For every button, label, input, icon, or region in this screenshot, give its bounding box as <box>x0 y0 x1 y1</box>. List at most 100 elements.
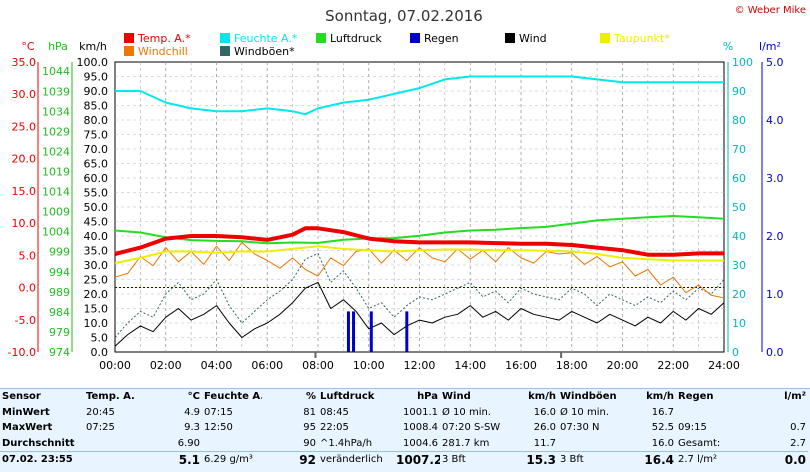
legend-swatch <box>316 33 326 43</box>
stats-cell: 07:25 <box>86 422 115 434</box>
stats-row: Durchschnitt 6.90 90 ^1.4hPa/h 1004.6 281.7 k… <box>0 436 808 452</box>
legend-swatch <box>124 33 134 43</box>
pressure_hpa-tick: 999 <box>49 246 70 259</box>
stats-cell: Regen <box>678 391 714 403</box>
stats-cell: Ø 10 min. <box>442 406 491 418</box>
rain-unit: l/m² <box>759 40 781 53</box>
stats-row: MinWert 20:45 4.9 07:15 81 08:45 1001.1 Ø 10 mi… <box>0 405 808 421</box>
x-tick: 04:00 <box>201 359 233 371</box>
stats-cell: 07:20 S-SW <box>442 422 501 434</box>
pressure_hpa-tick: 1009 <box>42 206 70 219</box>
stats-cell: MaxWert <box>2 422 53 434</box>
rain-bar <box>369 311 373 352</box>
temp_c-tick: 20.0 <box>12 153 37 166</box>
axis-units: °C hPa km/h % l/m² <box>21 40 781 53</box>
stats-cell: Ø 10 min. <box>560 406 609 418</box>
wind_kmh-tick: 20.0 <box>84 288 109 301</box>
x-tick: 24:00 <box>708 359 740 371</box>
wind_kmh-tick: 60.0 <box>84 172 109 185</box>
stats-cell <box>558 436 628 452</box>
stats-cell: 20:45 <box>86 406 115 418</box>
weather-chart: Sonntag, 07.02.2016 © Weber Mike Temp. A… <box>8 5 806 371</box>
stats-row: MaxWert 07:25 9.3 12:50 95 22:05 1008.4 07:20 S… <box>0 420 808 436</box>
pressure_hpa-tick: 1034 <box>42 105 70 118</box>
stats-cell: 07:15 <box>204 406 233 418</box>
stats-cell: 52.5 <box>651 422 674 434</box>
legend-label: Windchill <box>138 45 188 58</box>
stats-cell <box>758 405 808 421</box>
x-tick: 02:00 <box>150 359 182 371</box>
wind_kmh-tick: 10.0 <box>84 317 109 330</box>
stats-cell: Gesamt: <box>678 437 721 449</box>
stats-cell <box>676 405 758 421</box>
stats-cell: MinWert <box>2 406 50 418</box>
x-axis: 00:00 02:00 04:00 06:00 08:00 10:00 12:00 14:00… <box>99 359 740 371</box>
wind_kmh-tick: 35.0 <box>84 245 109 258</box>
stats-cell: 08:45 <box>320 406 349 418</box>
stats-cell: Feuchte A. <box>204 391 262 403</box>
stats-cell <box>84 436 146 452</box>
wind_kmh-tick: 70.0 <box>84 143 109 156</box>
stats-cell: 281.7 km <box>442 437 490 449</box>
pressure_hpa-tick: 989 <box>49 286 70 299</box>
stats-cell: 16.7 <box>651 406 674 418</box>
legend-swatch <box>505 33 515 43</box>
temp_c-tick: 5.0 <box>19 249 37 262</box>
legend: Temp. A.* Feuchte A.* Luftdruck Regen Wind Ta… <box>124 32 670 58</box>
series-wind <box>114 281 725 347</box>
stats-cell: 07.02. 23:55 <box>2 454 73 466</box>
plot-area <box>114 75 725 352</box>
stats-cell: 0.7 <box>790 422 806 434</box>
x-tick: 22:00 <box>657 359 689 371</box>
pressure_hpa-tick: 1039 <box>42 85 70 98</box>
stats-cell: l/m² <box>784 391 806 403</box>
stats-cell: 4.9 <box>184 406 200 418</box>
stats-cell: Windböen <box>560 391 617 403</box>
stats-cell: 90 <box>303 437 316 449</box>
legend-swatch <box>124 46 134 56</box>
wind_kmh-tick: 55.0 <box>84 187 109 200</box>
stats-cell: 15.3 <box>526 452 556 467</box>
wind_kmh-tick: 90.0 <box>84 85 109 98</box>
stats-cell: 9.3 <box>184 422 200 434</box>
rain-bar <box>405 311 409 352</box>
stats-cell: Wind <box>442 391 471 403</box>
wind-unit: km/h <box>79 40 107 53</box>
sun-markers: 09:41 07:54 17:35 <box>10 352 563 371</box>
stats-cell: 6.29 g/m³ <box>204 454 253 466</box>
axes: 35.030.025.020.015.010.05.00.0-5.0-10.01… <box>8 56 784 359</box>
stats-cell: Temp. A. <box>86 391 135 403</box>
stats-cell: veränderlich <box>320 454 383 466</box>
pressure_hpa-tick: 974 <box>49 346 70 359</box>
pressure_hpa-tick: 984 <box>49 306 70 319</box>
stats-cell: 3 Bft <box>442 454 466 466</box>
stats-cell: 07:30 N <box>560 422 600 434</box>
stats-cell: 2.7 l/m² <box>678 454 717 466</box>
x-tick: 08:00 <box>302 359 334 371</box>
stats-cell: 1007.2 <box>396 452 440 467</box>
legend-label: Feuchte A.* <box>234 32 298 45</box>
wind_kmh-tick: 85.0 <box>84 100 109 113</box>
stats-cell: ^1.4hPa/h <box>320 437 373 449</box>
stats-cell: 09:15 <box>678 422 707 434</box>
wind_kmh-tick: 15.0 <box>84 303 109 316</box>
stats-cell: % <box>305 391 316 403</box>
temp-unit: °C <box>21 40 35 53</box>
stats-cell: 5.1 <box>178 452 200 467</box>
stats-cell: Luftdruck <box>320 391 375 403</box>
temp_c-tick: -5.0 <box>15 314 36 327</box>
humidity_pct-tick: 40 <box>732 230 746 243</box>
x-tick: 10:00 <box>353 359 385 371</box>
legend-label: Luftdruck <box>330 32 382 45</box>
humidity_pct-tick: 60 <box>732 172 746 185</box>
stats-cell: 1004.6 <box>403 437 438 449</box>
temp_c-tick: 0.0 <box>19 282 37 295</box>
stats-cell: Sensor <box>2 391 41 403</box>
pressure_hpa-tick: 979 <box>49 326 70 339</box>
stats-cell: 11.7 <box>533 437 556 449</box>
sun-marker-label: 07:54 <box>281 370 313 371</box>
rain_lm2-tick: 5.0 <box>766 56 784 69</box>
series-windchill <box>114 241 725 299</box>
x-tick: 06:00 <box>251 359 283 371</box>
grid <box>114 61 725 353</box>
